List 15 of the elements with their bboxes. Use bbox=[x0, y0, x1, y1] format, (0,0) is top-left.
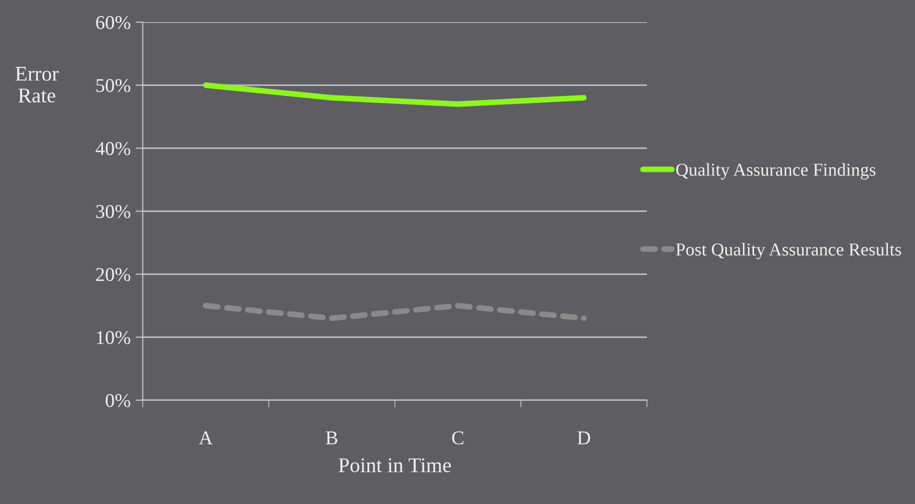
y-axis-title: Error Rate bbox=[15, 66, 59, 103]
x-tick-label: C bbox=[452, 431, 464, 444]
y-tick-label: 50% bbox=[96, 78, 130, 92]
legend-label: Quality Assurance Findings bbox=[676, 163, 876, 180]
y-tick-label: 20% bbox=[96, 268, 130, 282]
y-tick-label: 60% bbox=[96, 16, 130, 30]
legend-label: Post Quality Assurance Results bbox=[676, 242, 902, 260]
x-tick-label: A bbox=[198, 431, 213, 444]
y-tick-label: 30% bbox=[96, 204, 130, 218]
x-tick-label: D bbox=[577, 431, 590, 444]
x-tick-label: B bbox=[326, 431, 338, 444]
y-tick-label: 40% bbox=[96, 142, 130, 156]
y-tick-label: 0% bbox=[106, 394, 130, 408]
x-axis-title: Point in Time bbox=[338, 458, 451, 472]
y-tick-label: 10% bbox=[97, 330, 130, 344]
